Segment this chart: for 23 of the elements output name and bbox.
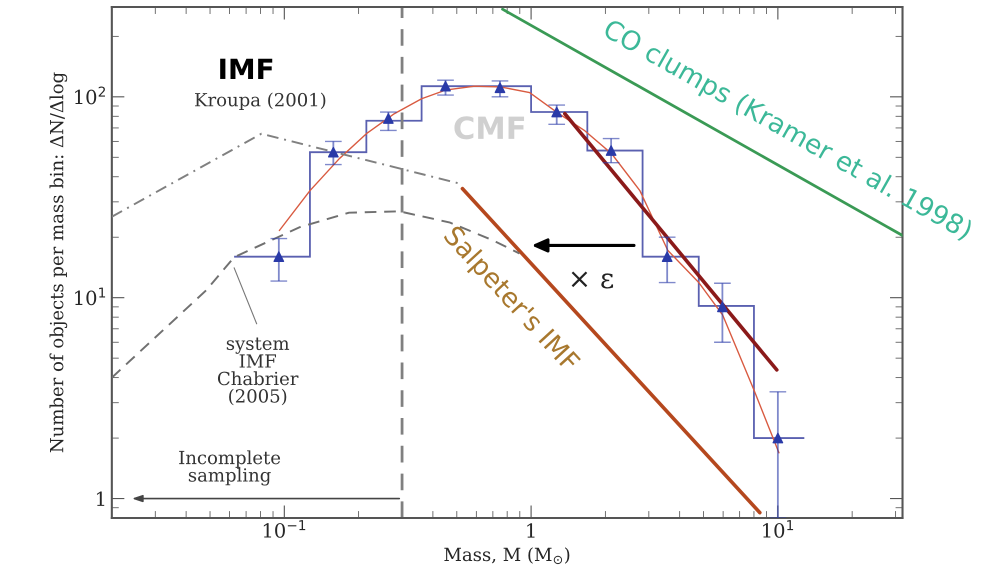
- y-tick-label: 10$^{1}$: [75, 288, 106, 306]
- point: [772, 432, 784, 444]
- y-tick-label: 10$^{2}$: [75, 86, 105, 104]
- x-tick-label: 10$^{−1}$: [264, 520, 306, 538]
- x-tick-label: 1: [527, 523, 535, 538]
- point: [662, 251, 673, 262]
- annotation: system IMF Chabrier (2005): [218, 338, 298, 406]
- point: [273, 251, 284, 262]
- annotation: × ε: [572, 271, 614, 289]
- point: [383, 113, 394, 124]
- point: [606, 145, 616, 156]
- annotation: IMF: [220, 58, 272, 79]
- annotation: Incomplete sampling: [179, 450, 280, 486]
- point: [494, 82, 506, 94]
- point: [551, 106, 562, 118]
- point: [717, 302, 728, 312]
- point: [328, 146, 339, 158]
- y-tick-label: 1: [96, 492, 104, 506]
- x-tick-label: 10$^{1}$: [763, 520, 794, 538]
- x-axis-title: Mass, M (M$_{⊙}$): [444, 547, 570, 564]
- annotation: Kroupa (2001): [195, 92, 326, 110]
- point: [440, 80, 451, 92]
- y-axis-title: Number of objects per mass bin: ΔN/Δlog: [49, 72, 68, 452]
